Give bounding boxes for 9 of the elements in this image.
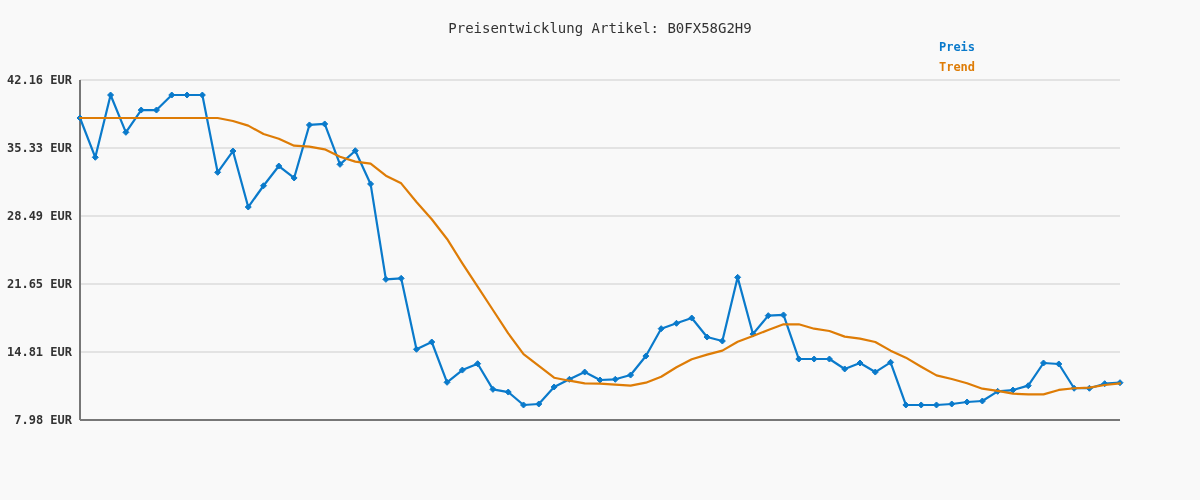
y-tick-label: 7.98 EUR <box>14 413 73 428</box>
y-tick-label: 28.49 EUR <box>6 209 73 224</box>
text: Trend <box>938 60 976 74</box>
y-tick-label: 35.33 EUR <box>6 141 73 156</box>
text: Preis <box>938 40 976 54</box>
y-tick-label: 42.16 EUR <box>6 73 73 88</box>
y-tick-label: 14.81 EUR <box>6 345 73 360</box>
chart-title: Preisentwicklung Artikel: B0FX58G2H9 <box>448 20 752 36</box>
y-tick-label: 21.65 EUR <box>6 277 73 292</box>
